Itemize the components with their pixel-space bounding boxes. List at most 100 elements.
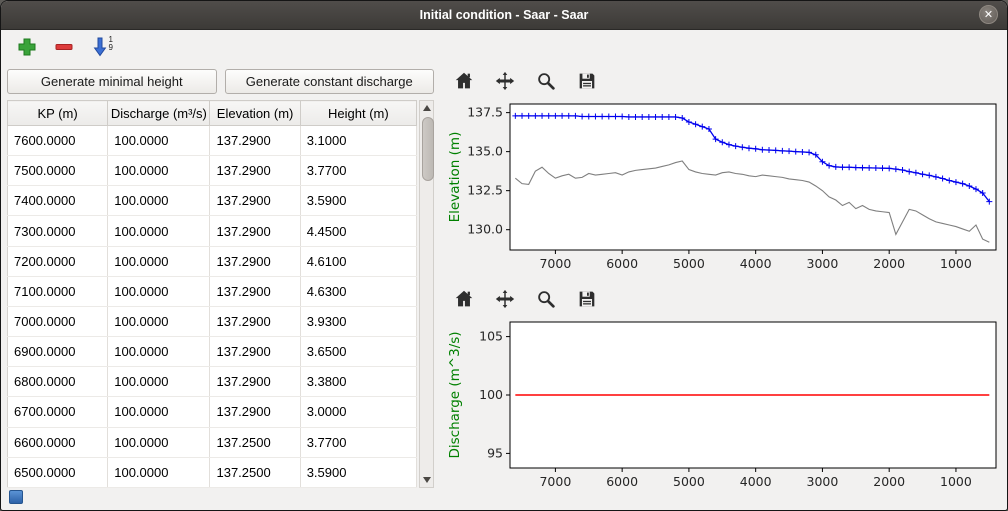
column-header[interactable]: Discharge (m³/s) — [107, 100, 211, 126]
table-row[interactable]: 7600.0000 100.0000 137.2900 3.1000 — [7, 125, 418, 157]
table-cell[interactable]: 137.2900 — [209, 215, 301, 247]
table-cell[interactable]: 137.2900 — [209, 185, 301, 217]
table-cell[interactable]: 7000.0000 — [7, 306, 109, 338]
table-row[interactable]: 7400.0000 100.0000 137.2900 3.5900 — [7, 185, 418, 217]
home-button[interactable] — [452, 69, 476, 93]
main-toolbar: 1 9 — [1, 30, 1007, 64]
elevation-plot[interactable]: 7000 6000 5000 4000 3000 2000 1000 137.5 135.0 13… — [444, 96, 1004, 284]
table-row[interactable]: 7000.0000 100.0000 137.2900 3.9300 — [7, 306, 418, 338]
table-cell[interactable]: 7500.0000 — [7, 155, 109, 187]
sort-rows-button[interactable]: 1 9 — [89, 35, 113, 59]
add-row-button[interactable] — [15, 35, 39, 59]
table-cell[interactable]: 100.0000 — [107, 276, 211, 307]
table-cell[interactable]: 137.2900 — [209, 155, 301, 187]
save-floppy-icon — [579, 291, 595, 307]
table-cell[interactable]: 7600.0000 — [7, 125, 109, 157]
table-cell[interactable]: 100.0000 — [107, 246, 211, 277]
table-row[interactable]: 7500.0000 100.0000 137.2900 3.7700 — [7, 155, 418, 187]
table-cell[interactable]: 7400.0000 — [7, 185, 109, 217]
table-scrollbar[interactable] — [419, 100, 434, 488]
scroll-down-button[interactable] — [420, 473, 433, 487]
discharge-plot[interactable]: 7000 6000 5000 4000 3000 2000 1000 105 100 95 Disc… — [444, 314, 1004, 502]
table-cell[interactable]: 3.5900 — [300, 457, 418, 489]
close-button[interactable]: ✕ — [979, 5, 998, 24]
table-cell[interactable]: 3.7700 — [300, 427, 418, 458]
table-cell[interactable]: 4.6100 — [300, 246, 418, 277]
table-row[interactable]: 7300.0000 100.0000 137.2900 4.4500 — [7, 215, 418, 247]
table-row[interactable]: 6700.0000 100.0000 137.2900 3.0000 — [7, 396, 418, 428]
pan-button[interactable] — [493, 69, 517, 93]
table-cell[interactable]: 137.2900 — [209, 396, 301, 428]
home-button[interactable] — [452, 287, 476, 311]
magnifier-zoom-icon — [538, 291, 555, 308]
table-cell[interactable]: 100.0000 — [107, 155, 211, 187]
scroll-up-button[interactable] — [420, 101, 433, 115]
table-cell[interactable]: 3.7700 — [300, 155, 418, 187]
table-cell[interactable]: 137.2900 — [209, 125, 301, 157]
table-cell[interactable]: 3.9300 — [300, 306, 418, 338]
pan-move-icon — [495, 289, 515, 309]
table-cell[interactable]: 6800.0000 — [7, 366, 109, 398]
table-row[interactable]: 7200.0000 100.0000 137.2900 4.6100 — [7, 246, 418, 277]
table-cell[interactable]: 3.3800 — [300, 366, 418, 398]
svg-text:105: 105 — [479, 329, 503, 344]
table-cell[interactable]: 137.2900 — [209, 336, 301, 368]
table-cell[interactable]: 6500.0000 — [7, 457, 109, 489]
table-cell[interactable]: 6700.0000 — [7, 396, 109, 428]
svg-text:4000: 4000 — [740, 256, 772, 271]
table-cell[interactable]: 137.2900 — [209, 306, 301, 338]
pan-button[interactable] — [493, 287, 517, 311]
table-cell[interactable]: 4.6300 — [300, 276, 418, 307]
generate-constant-discharge-button[interactable]: Generate constant discharge — [224, 69, 434, 94]
initial-condition-table[interactable]: KP (m) Discharge (m³/s) Elevation (m) Heigh… — [6, 100, 418, 489]
table-cell[interactable]: 137.2900 — [209, 246, 301, 277]
table-cell[interactable]: 100.0000 — [107, 306, 211, 338]
table-cell[interactable]: 100.0000 — [107, 457, 211, 489]
generate-minimal-height-button[interactable]: Generate minimal height — [7, 69, 217, 94]
table-row[interactable]: 6900.0000 100.0000 137.2900 3.6500 — [7, 336, 418, 368]
table-cell[interactable]: 137.2500 — [209, 427, 301, 458]
table-cell[interactable]: 137.2500 — [209, 457, 301, 489]
save-button[interactable] — [575, 287, 599, 311]
table-cell[interactable]: 3.0000 — [300, 396, 418, 428]
window-title: Initial condition - Saar - Saar — [419, 8, 589, 22]
table-row[interactable]: 6600.0000 100.0000 137.2500 3.7700 — [7, 427, 418, 458]
column-header[interactable]: Elevation (m) — [209, 100, 301, 126]
table-cell[interactable]: 100.0000 — [107, 396, 211, 428]
remove-row-button[interactable] — [52, 35, 76, 59]
column-header[interactable]: Height (m) — [299, 100, 418, 126]
table-cell[interactable]: 100.0000 — [107, 215, 211, 247]
table-cell[interactable]: 7100.0000 — [7, 276, 109, 307]
table-cell[interactable]: 100.0000 — [107, 366, 211, 398]
table-cell[interactable]: 137.2900 — [209, 366, 301, 398]
table-body: 7600.0000 100.0000 137.2900 3.1000 7500.0000… — [7, 125, 418, 489]
svg-text:2000: 2000 — [873, 256, 905, 271]
save-button[interactable] — [575, 69, 599, 93]
table-cell[interactable]: 7300.0000 — [7, 215, 109, 247]
table-cell[interactable]: 137.2900 — [209, 276, 301, 307]
svg-text:4000: 4000 — [740, 474, 772, 489]
column-header[interactable]: KP (m) — [6, 100, 109, 126]
svg-text:6000: 6000 — [606, 474, 638, 489]
scrollbar-handle[interactable] — [421, 117, 434, 181]
scroll-down-icon — [422, 477, 431, 483]
titlebar[interactable]: Initial condition - Saar - Saar ✕ — [1, 1, 1007, 30]
table-row[interactable]: 6800.0000 100.0000 137.2900 3.3800 — [7, 366, 418, 398]
table-cell[interactable]: 3.6500 — [300, 336, 418, 368]
table-cell[interactable]: 6900.0000 — [7, 336, 109, 368]
table-cell[interactable]: 3.1000 — [300, 125, 418, 157]
svg-text:100: 100 — [479, 387, 503, 402]
table-cell[interactable]: 3.5900 — [300, 185, 418, 217]
table-cell[interactable]: 100.0000 — [107, 185, 211, 217]
table-cell[interactable]: 100.0000 — [107, 336, 211, 368]
table-cell[interactable]: 6600.0000 — [7, 427, 109, 458]
sort-numeric-icon — [93, 37, 107, 57]
table-row[interactable]: 7100.0000 100.0000 137.2900 4.6300 — [7, 276, 418, 307]
table-cell[interactable]: 7200.0000 — [7, 246, 109, 277]
zoom-button[interactable] — [534, 287, 558, 311]
table-cell[interactable]: 100.0000 — [107, 427, 211, 458]
zoom-button[interactable] — [534, 69, 558, 93]
table-row[interactable]: 6500.0000 100.0000 137.2500 3.5900 — [7, 457, 418, 489]
table-cell[interactable]: 100.0000 — [107, 125, 211, 157]
table-cell[interactable]: 4.4500 — [300, 215, 418, 247]
